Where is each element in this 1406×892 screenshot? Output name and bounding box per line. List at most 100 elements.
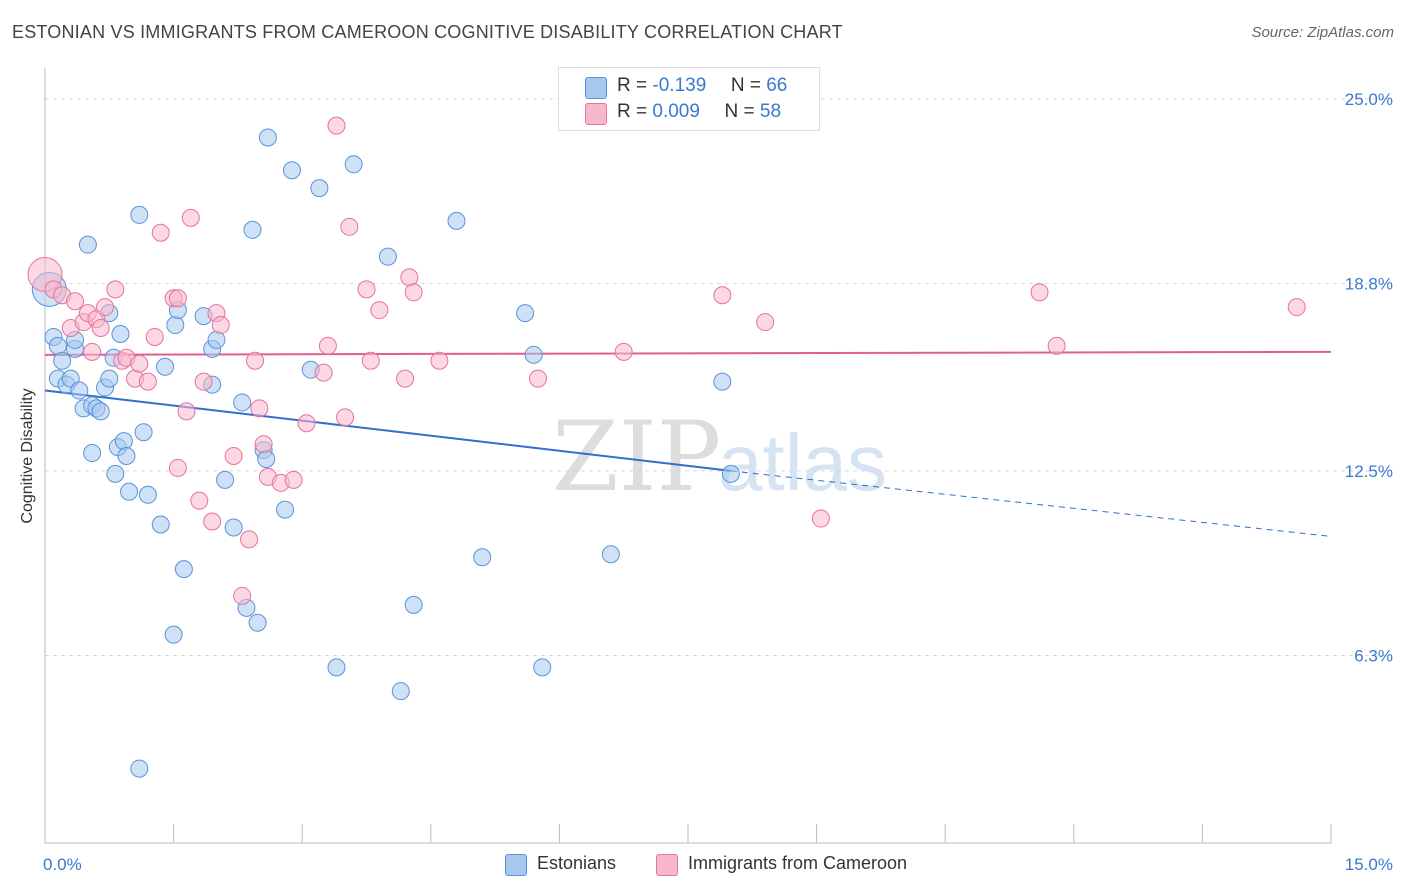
point-cameroon: [181, 208, 200, 227]
point-cameroon: [1047, 336, 1066, 355]
point-estonians: [404, 595, 423, 614]
point-estonians: [721, 464, 740, 483]
point-cameroon: [177, 402, 196, 421]
point-cameroon: [246, 351, 265, 370]
n-value: 66: [766, 75, 788, 96]
point-cameroon: [91, 319, 110, 338]
point-estonians: [447, 211, 466, 230]
point-cameroon: [224, 447, 243, 466]
point-estonians: [282, 161, 301, 180]
r-label: R =: [617, 75, 648, 96]
point-cameroon: [400, 268, 419, 287]
point-estonians: [310, 179, 329, 198]
point-estonians: [120, 482, 139, 501]
point-estonians: [134, 423, 153, 442]
point-cameroon: [370, 301, 389, 320]
r-label: R =: [617, 101, 648, 122]
legend-swatch-pink: [656, 854, 678, 876]
series-legend: Estonians Immigrants from Cameroon: [0, 852, 1406, 878]
point-cameroon: [713, 286, 732, 305]
legend-swatch-pink: [585, 103, 607, 125]
point-cameroon: [151, 223, 170, 242]
point-cameroon: [340, 217, 359, 236]
point-cameroon: [284, 470, 303, 489]
point-estonians: [53, 351, 72, 370]
point-estonians: [243, 220, 262, 239]
y-tick-label: 12.5%: [1345, 462, 1393, 481]
watermark-atlas: atlas: [718, 418, 887, 507]
legend-text: R = -0.139 N = 66: [617, 75, 787, 97]
point-estonians: [130, 205, 149, 224]
point-estonians: [473, 548, 492, 567]
point-estonians: [83, 444, 102, 463]
point-cameroon: [318, 336, 337, 355]
point-cameroon: [614, 342, 633, 361]
tick-labels: 6.3% 12.5% 18.8% 25.0% 0.0% 15.0%: [43, 90, 1393, 874]
point-estonians: [216, 470, 235, 489]
point-cameroon: [83, 342, 102, 361]
point-estonians: [156, 357, 175, 376]
point-estonians: [166, 316, 185, 335]
x-tick-label-min: 0.0%: [43, 855, 82, 874]
data-points: [27, 116, 1306, 778]
point-cameroon: [336, 408, 355, 427]
n-label: N =: [730, 75, 761, 96]
n-value: 58: [759, 101, 782, 122]
point-estonians: [344, 155, 363, 174]
point-cameroon: [145, 327, 164, 346]
point-estonians: [601, 545, 620, 564]
point-cameroon: [168, 458, 187, 477]
x-tick-label-max: 15.0%: [1345, 855, 1393, 874]
trend-line-estonians: [44, 389, 731, 472]
point-estonians: [713, 372, 732, 391]
y-tick-label: 25.0%: [1345, 90, 1393, 109]
point-cameroon: [106, 280, 125, 299]
point-estonians: [164, 625, 183, 644]
point-estonians: [233, 393, 252, 412]
trend-line-estonians-extrapolated: [730, 470, 1332, 537]
point-estonians: [258, 128, 277, 147]
point-cameroon: [1030, 283, 1049, 302]
r-value: -0.139: [652, 75, 707, 96]
point-estonians: [106, 464, 125, 483]
n-label: N =: [724, 101, 755, 122]
point-estonians: [524, 345, 543, 364]
point-cameroon: [194, 372, 213, 391]
point-estonians: [111, 324, 130, 343]
point-estonians: [207, 330, 226, 349]
point-cameroon: [528, 369, 547, 388]
point-cameroon: [168, 289, 187, 308]
point-estonians: [48, 336, 67, 355]
point-cameroon: [327, 116, 346, 135]
point-estonians: [70, 381, 89, 400]
point-cameroon: [96, 298, 115, 317]
point-cameroon: [66, 292, 85, 311]
point-estonians: [327, 658, 346, 677]
point-cameroon: [314, 363, 333, 382]
point-estonians: [117, 447, 136, 466]
point-estonians: [174, 560, 193, 579]
point-cameroon: [297, 414, 316, 433]
point-estonians: [516, 304, 535, 323]
point-cameroon: [211, 316, 230, 335]
point-cameroon: [190, 491, 209, 510]
point-cameroon: [811, 509, 830, 528]
axes: [44, 68, 1332, 844]
legend-swatch-blue: [585, 77, 607, 99]
point-estonians: [91, 402, 110, 421]
point-cameroon: [233, 586, 252, 605]
point-estonians: [276, 500, 295, 519]
stats-legend: R = -0.139 N = 66 R = 0.009 N = 58: [558, 67, 820, 131]
point-cameroon: [361, 351, 380, 370]
source-label: Source: ZipAtlas.com: [1251, 24, 1394, 41]
legend-swatch-blue: [505, 854, 527, 876]
point-estonians: [151, 515, 170, 534]
y-axis-label: Cognitive Disability: [19, 388, 36, 524]
point-cameroon: [1287, 298, 1306, 317]
point-cameroon: [254, 435, 273, 454]
point-cameroon: [430, 351, 449, 370]
point-estonians: [248, 613, 267, 632]
point-cameroon: [203, 512, 222, 531]
point-estonians: [533, 658, 552, 677]
